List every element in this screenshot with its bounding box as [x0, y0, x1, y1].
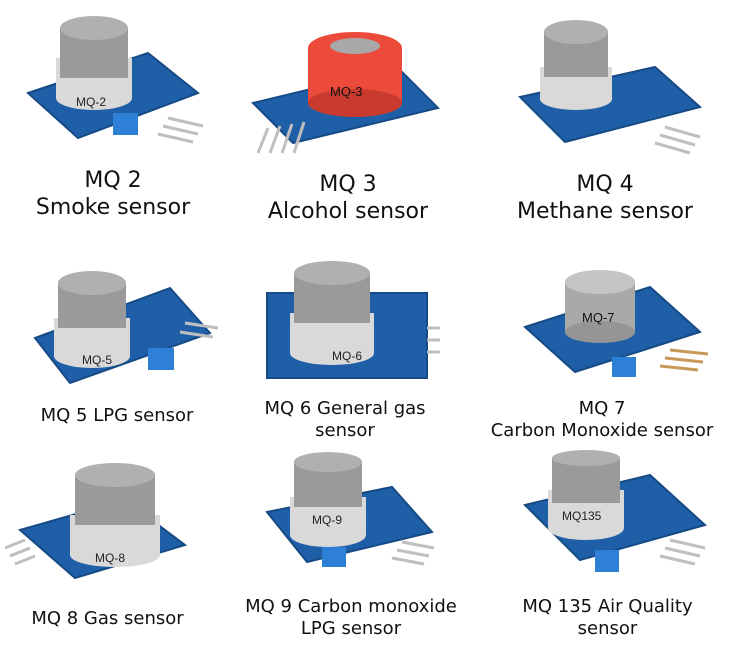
mq5-caption: MQ 5 LPG sensor — [12, 405, 222, 427]
caption-line: MQ 8 Gas sensor — [31, 608, 184, 629]
mq135-sensor-image: MQ135 — [523, 450, 708, 572]
mq5-sensor-image: MQ-5 — [33, 271, 219, 385]
mq5-label: MQ-5 — [82, 353, 112, 367]
caption-line: sensor — [315, 419, 375, 441]
mq9-caption: MQ 9 Carbon monoxide LPG sensor — [212, 596, 490, 640]
mq9-sensor-image: MQ-9 — [265, 452, 435, 567]
mq6-caption: MQ 6 General gas sensor — [245, 398, 445, 442]
caption-line: Smoke sensor — [35, 194, 191, 220]
mq8-label: MQ-8 — [95, 551, 125, 565]
mq7-caption: MQ 7 Carbon Monoxide sensor — [468, 398, 736, 442]
mq135-label: MQ135 — [562, 509, 602, 523]
mq9-label: MQ-9 — [312, 513, 342, 527]
caption-line: MQ 135 Air Quality — [522, 596, 693, 617]
caption-line: Carbon Monoxide sensor — [490, 419, 714, 441]
caption-line: MQ 2 — [84, 168, 142, 193]
caption-line: MQ 6 General gas — [264, 398, 426, 419]
mq3-label: MQ-3 — [330, 84, 363, 99]
caption-line: MQ 4 — [576, 172, 634, 197]
caption-line: MQ 3 — [319, 172, 377, 197]
mq3-sensor-image: MQ-3 — [251, 32, 440, 154]
caption-line: MQ 7 — [578, 398, 626, 419]
mq4-caption: MQ 4 Methane sensor — [495, 172, 715, 226]
mq3-caption: MQ 3 Alcohol sensor — [248, 172, 448, 226]
mq4-sensor-image — [518, 20, 703, 155]
mq8-caption: MQ 8 Gas sensor — [0, 608, 215, 630]
caption-line: MQ 9 Carbon monoxide — [245, 596, 457, 617]
mq7-sensor-image: MQ-7 — [523, 270, 709, 377]
mq2-sensor-image: MQ-2 — [26, 16, 204, 144]
caption-line: Methane sensor — [517, 198, 693, 224]
caption-line: Alcohol sensor — [267, 198, 429, 224]
mq6-sensor-image: MQ-6 — [266, 261, 440, 379]
mq135-caption: MQ 135 Air Quality sensor — [490, 596, 725, 640]
mq6-label: MQ-6 — [332, 349, 362, 363]
caption-line: MQ 5 LPG sensor — [40, 405, 194, 426]
mq7-label: MQ-7 — [582, 310, 615, 325]
caption-line: LPG sensor — [300, 617, 402, 639]
mq2-label: MQ-2 — [76, 95, 106, 109]
caption-line: sensor — [577, 617, 638, 639]
mq8-sensor-image: MQ-8 — [5, 463, 188, 580]
mq2-caption: MQ 2 Smoke sensor — [18, 168, 208, 222]
